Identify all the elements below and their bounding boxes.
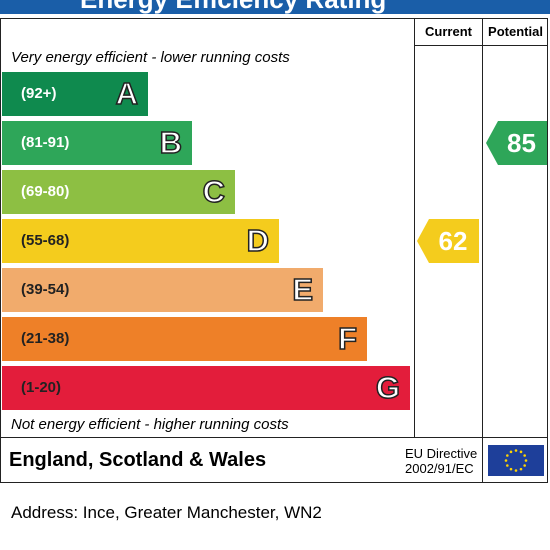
band-letter: C [202,173,226,210]
potential-column-divider [482,18,483,438]
band-letter: B [159,124,183,161]
band-e: (39-54) E [2,268,323,312]
band-letter: E [292,271,314,308]
bottom-note: Not energy efficient - higher running co… [11,416,289,433]
eu-star [514,449,518,452]
footer-flag-divider [482,438,483,483]
eu-star [514,469,518,472]
eu-star [509,450,513,454]
eu-star [504,459,508,462]
current-rating-arrow: 62 [417,219,479,263]
eu-star [519,450,523,454]
eu-star [519,467,523,471]
header-title: Energy Efficiency Rating [80,0,386,12]
eu-star [523,454,526,457]
band-range-label: (92+) [21,85,57,102]
eu-star [523,464,526,467]
rating-table [0,18,548,438]
potential-column-header: Potential [488,24,543,39]
eu-directive-line1: EU Directive [405,446,478,461]
current-column-header: Current [425,24,472,39]
eu-star [509,467,513,471]
band-d: (55-68) D [2,219,279,263]
eu-star [506,464,509,467]
top-note: Very energy efficient - lower running co… [11,49,290,66]
band-range-label: (1-20) [21,379,62,396]
band-range-label: (81-91) [21,134,70,151]
band-letter: F [337,320,357,357]
column-header-divider [414,45,548,46]
band-range-label: (39-54) [21,281,70,298]
potential-rating-arrow: 85 [486,121,547,165]
band-letter: D [246,222,270,259]
band-range-label: (69-80) [21,183,70,200]
band-g: (1-20) G [2,366,410,410]
band-letter: A [115,75,139,112]
header-band: Energy Efficiency Rating [0,0,550,14]
region-label: England, Scotland & Wales [9,449,267,471]
band-range-label: (55-68) [21,232,70,249]
address-text: Address: Ince, Greater Manchester, WN2 [11,503,322,522]
eu-directive-label: EU Directive 2002/91/EC [405,446,477,476]
band-f: (21-38) F [2,317,367,361]
band-a: (92+) A [2,72,148,116]
eu-flag-icon [488,445,544,476]
band-c: (69-80) C [2,170,235,214]
eu-star [524,459,528,462]
current-column-divider [414,18,415,438]
eu-star [506,454,509,457]
band-letter: G [375,369,401,406]
eu-directive-line2: 2002/91/EC [405,461,474,476]
footer-bar: England, Scotland & Wales EU Directive 2… [0,438,548,483]
band-b: (81-91) B [2,121,192,165]
band-range-label: (21-38) [21,330,70,347]
